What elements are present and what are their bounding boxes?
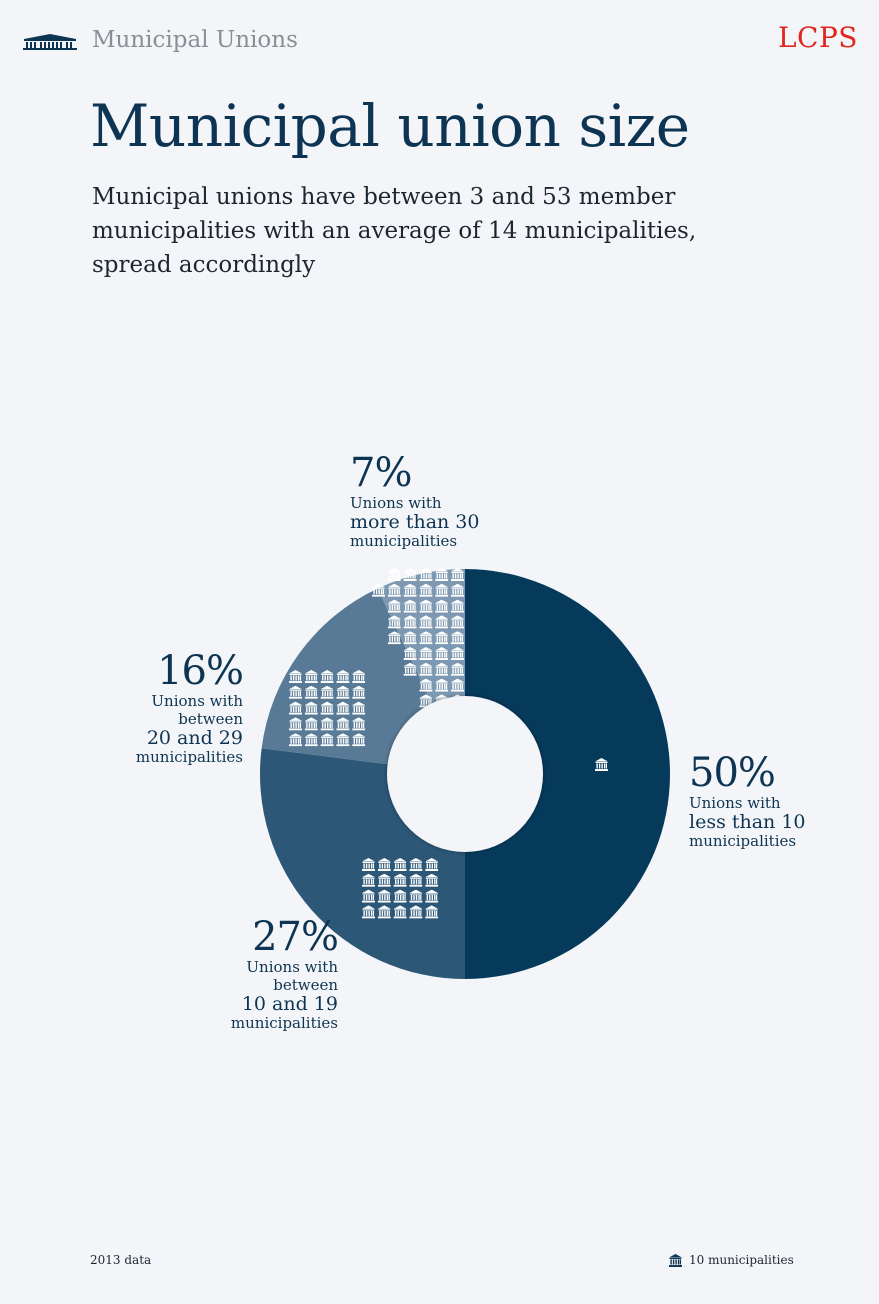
slice-label-line: Unions with — [689, 794, 781, 812]
slice-label-line: municipalities — [350, 532, 458, 550]
data-year-note: 2013 data — [90, 1253, 152, 1267]
brand-logo: LCPS — [777, 21, 858, 54]
slice-percent: 27% — [252, 914, 339, 960]
slice-label-line: between — [273, 976, 338, 994]
slice-label-line: Unions with — [350, 494, 442, 512]
donut-hole — [387, 696, 543, 852]
slice-percent: 7% — [350, 450, 412, 496]
slice-label-line: less than 10 — [689, 811, 806, 833]
icon-legend-label: 10 municipalities — [689, 1253, 794, 1267]
donut-slice — [465, 569, 670, 979]
slice-label-line: between — [178, 710, 243, 728]
slice-label-line: municipalities — [135, 748, 243, 766]
building-icon — [388, 568, 401, 581]
page-subtitle: Municipal unions have between 3 and 53 m… — [92, 184, 697, 278]
slice-label-10-to-19: 27% Unions with between 10 and 19 munici… — [230, 914, 339, 1032]
slice-label-20-to-29: 16% Unions with between 20 and 29 munici… — [135, 648, 244, 766]
icon-legend: 10 municipalities — [669, 1253, 794, 1267]
slice-label-line: municipalities — [689, 832, 797, 850]
slice-label-less-than-10: 50% Unions with less than 10 municipalit… — [689, 752, 806, 850]
slice-label-line: 20 and 29 — [146, 727, 243, 749]
section-title: Municipal Unions — [92, 27, 298, 53]
slice-percent: 50% — [689, 750, 776, 796]
slice-label-line: municipalities — [230, 1014, 338, 1032]
slice-label-line: more than 30 — [350, 511, 480, 533]
slice-label-line: Unions with — [151, 692, 243, 710]
slice-label-line: 10 and 19 — [241, 993, 338, 1015]
building-icon — [23, 34, 77, 50]
page-title: Municipal union size — [90, 92, 690, 160]
building-icon — [669, 1254, 682, 1267]
slice-percent: 16% — [157, 648, 244, 694]
slice-label-more-than-30: 7% Unions with more than 30 municipaliti… — [350, 452, 479, 550]
slice-label-line: Unions with — [246, 958, 338, 976]
